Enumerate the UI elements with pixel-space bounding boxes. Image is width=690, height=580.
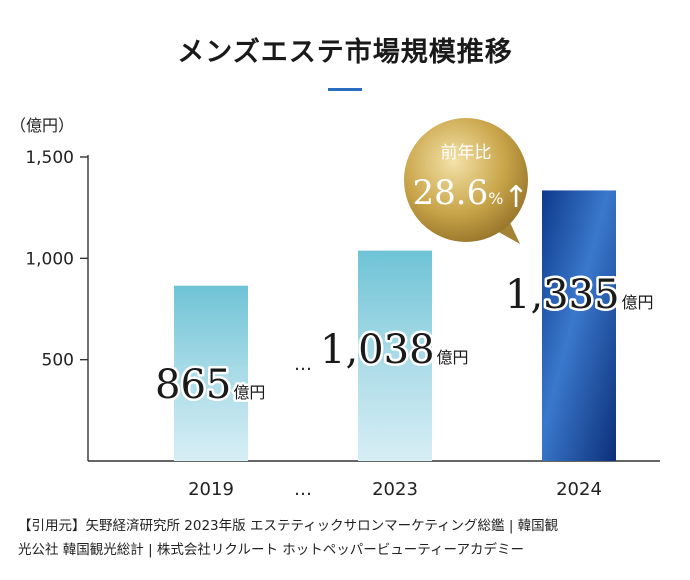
value-number: 1,038 [320, 327, 435, 373]
x-tick-label: 2023 [372, 479, 418, 500]
value-number: 1,335 [505, 272, 620, 318]
bar-2019 [174, 285, 248, 461]
value-number: 865 [155, 362, 231, 408]
value-unit: 億円 [437, 348, 469, 367]
value-label: 1,335 億円 [505, 272, 654, 318]
callout-number: 28.6 [413, 173, 489, 213]
bar-gap-marker: … [294, 354, 312, 375]
callout-unit: % [488, 189, 503, 208]
bar-2024 [542, 190, 616, 461]
y-axis-unit-label: （億円） [10, 116, 74, 135]
growth-callout: 前年比 28.6% ↑ [404, 118, 529, 244]
source-line-1: 【引用元】矢野経済研究所 2023年版 エステティックサロンマーケティング総鑑 … [18, 518, 559, 534]
callout-value: 28.6% [413, 173, 504, 213]
axis-gap-marker: … [294, 479, 312, 500]
source-citation: 【引用元】矢野経済研究所 2023年版 エステティックサロンマーケティング総鑑 … [18, 514, 683, 562]
callout-label: 前年比 [441, 143, 492, 163]
bars [174, 190, 616, 461]
x-tick-label: 2019 [188, 479, 234, 500]
y-tick-label: 1,000 [25, 249, 74, 269]
up-arrow-icon: ↑ [503, 180, 528, 215]
value-unit: 億円 [233, 383, 265, 402]
title-underline [328, 88, 362, 91]
y-tick-label: 500 [42, 351, 74, 371]
x-tick-label: 2024 [556, 479, 602, 500]
y-tick-label: 1,500 [25, 148, 74, 168]
value-label: 865 億円 [155, 362, 265, 408]
value-label: 1,038 億円 [320, 327, 469, 373]
value-unit: 億円 [622, 293, 654, 312]
source-line-2: 光公社 韓国観光総計 | 株式会社リクルート ホットペッパービューティーアカデミ… [18, 542, 524, 558]
callout-badge [404, 118, 528, 242]
value-labels: 2019 2023 2024……865 億円1,038 億円1,335 億円 [153, 270, 657, 501]
chart-title: メンズエステ市場規模推移 [177, 37, 513, 68]
bar-2023 [358, 250, 432, 461]
